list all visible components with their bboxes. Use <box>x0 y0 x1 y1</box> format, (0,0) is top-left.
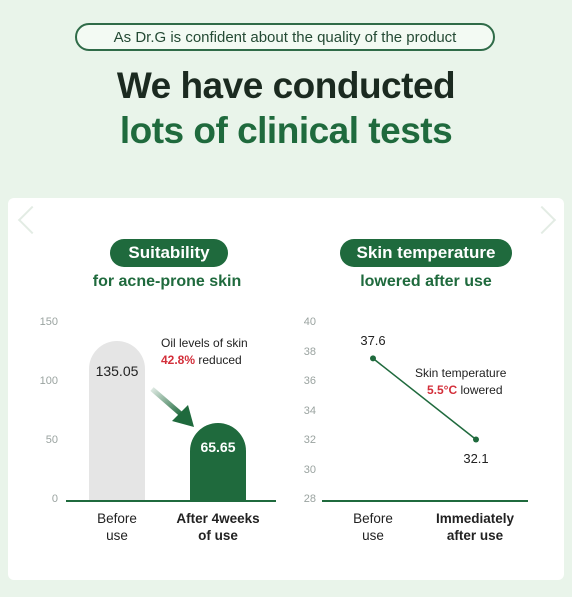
line-y-tick: 36 <box>303 375 316 387</box>
oil-reduction-text: reduced <box>195 353 242 367</box>
bar-value-before: 135.05 <box>95 362 139 379</box>
oil-annotation-line1: Oil levels of skin <box>161 336 248 350</box>
bar-y-tick: 100 <box>39 375 58 387</box>
line-x-axis-line <box>322 500 528 502</box>
line-x-label-before: Before use <box>353 511 393 543</box>
temperature-drop-text: lowered <box>457 383 503 397</box>
bar-x-label-before: Before use <box>97 511 137 543</box>
skin-temperature-subtitle: lowered after use <box>360 273 492 290</box>
temperature-drop-value: 5.5°C <box>427 383 458 397</box>
point-value-after: 32.1 <box>463 450 489 466</box>
bar-x-label-after: After 4weeks of use <box>176 511 260 543</box>
headline-line-2: lots of clinical tests <box>119 110 453 151</box>
bar-y-tick: 150 <box>39 316 58 328</box>
suitability-subtitle: for acne-prone skin <box>92 273 242 290</box>
oil-annotation-line2: 42.8% reduced <box>161 352 248 369</box>
bar-y-tick: 0 <box>51 493 58 505</box>
bar-before-use <box>89 340 145 500</box>
skin-temperature-title: Skin temperature <box>340 239 512 267</box>
bar-after-4weeks <box>190 422 246 500</box>
oil-annotation: Oil levels of skin 42.8% reduced <box>161 335 248 369</box>
temperature-annotation-line2: 5.5°C lowered <box>415 382 506 399</box>
temperature-series-line <box>372 357 477 441</box>
temperature-annotation-line1: Skin temperature <box>415 366 507 380</box>
line-y-tick: 32 <box>303 434 316 446</box>
point-before <box>370 355 376 362</box>
line-y-tick: 34 <box>303 404 316 417</box>
headline-line-1: We have conducted <box>116 65 456 106</box>
oil-reduction-value: 42.8% <box>161 353 196 367</box>
line-y-tick: 28 <box>303 493 316 505</box>
banner-pill: As Dr.G is confident about the quality o… <box>75 23 495 51</box>
bar-x-axis-line <box>66 500 276 502</box>
point-value-before: 37.6 <box>360 333 386 349</box>
temperature-annotation: Skin temperature 5.5°C lowered <box>415 365 506 399</box>
bar-value-after: 65.65 <box>200 438 236 455</box>
line-x-label-after: Immediately after use <box>435 511 515 543</box>
decrease-arrow-icon <box>150 387 194 427</box>
line-y-tick: 30 <box>303 463 316 476</box>
bar-y-tick: 50 <box>45 434 58 446</box>
line-y-tick: 38 <box>303 345 316 358</box>
line-y-tick: 40 <box>303 316 316 328</box>
point-after <box>473 436 479 443</box>
suitability-title: Suitability <box>110 239 228 267</box>
